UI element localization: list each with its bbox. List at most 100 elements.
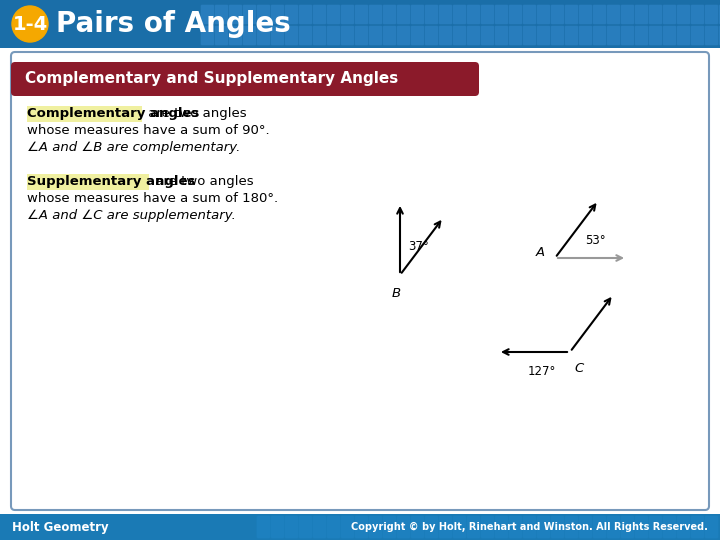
FancyBboxPatch shape (677, 516, 690, 538)
FancyBboxPatch shape (425, 516, 438, 538)
FancyBboxPatch shape (593, 516, 606, 538)
FancyBboxPatch shape (11, 52, 709, 510)
FancyBboxPatch shape (354, 25, 369, 45)
Bar (0, 0, 720, 48)
FancyBboxPatch shape (452, 25, 467, 45)
Text: Holt Geometry: Holt Geometry (12, 521, 109, 534)
FancyBboxPatch shape (523, 516, 536, 538)
FancyBboxPatch shape (480, 4, 495, 24)
FancyBboxPatch shape (326, 25, 341, 45)
FancyBboxPatch shape (662, 25, 677, 45)
FancyBboxPatch shape (369, 25, 382, 45)
FancyBboxPatch shape (271, 4, 284, 24)
FancyBboxPatch shape (228, 4, 243, 24)
FancyBboxPatch shape (284, 25, 299, 45)
Text: whose measures have a sum of 180°.: whose measures have a sum of 180°. (27, 192, 278, 206)
FancyBboxPatch shape (690, 25, 704, 45)
FancyBboxPatch shape (284, 4, 299, 24)
FancyBboxPatch shape (341, 25, 354, 45)
Text: Copyright © by Holt, Rinehart and Winston. All Rights Reserved.: Copyright © by Holt, Rinehart and Winsto… (351, 522, 708, 532)
FancyBboxPatch shape (243, 25, 256, 45)
FancyBboxPatch shape (495, 4, 508, 24)
Text: ∠A and ∠B are complementary.: ∠A and ∠B are complementary. (27, 141, 240, 154)
FancyBboxPatch shape (215, 4, 228, 24)
FancyBboxPatch shape (578, 516, 593, 538)
FancyBboxPatch shape (704, 4, 719, 24)
FancyBboxPatch shape (354, 516, 369, 538)
Text: Complementary and Supplementary Angles: Complementary and Supplementary Angles (25, 71, 398, 86)
FancyBboxPatch shape (467, 516, 480, 538)
Text: 1-4: 1-4 (12, 15, 48, 33)
FancyBboxPatch shape (551, 4, 564, 24)
FancyBboxPatch shape (495, 25, 508, 45)
FancyBboxPatch shape (606, 25, 621, 45)
FancyBboxPatch shape (284, 516, 299, 538)
FancyBboxPatch shape (200, 25, 215, 45)
FancyBboxPatch shape (606, 516, 621, 538)
FancyBboxPatch shape (677, 4, 690, 24)
Text: 127°: 127° (528, 365, 556, 378)
FancyBboxPatch shape (719, 4, 720, 24)
FancyBboxPatch shape (621, 25, 634, 45)
Text: 37°: 37° (408, 240, 428, 253)
FancyBboxPatch shape (256, 4, 271, 24)
FancyBboxPatch shape (299, 25, 312, 45)
FancyBboxPatch shape (397, 516, 410, 538)
Bar (0, 514, 720, 540)
FancyBboxPatch shape (256, 25, 271, 45)
FancyBboxPatch shape (495, 516, 508, 538)
FancyBboxPatch shape (397, 4, 410, 24)
FancyBboxPatch shape (369, 4, 382, 24)
Text: B: B (392, 287, 400, 300)
Circle shape (12, 6, 48, 42)
FancyBboxPatch shape (536, 516, 551, 538)
Bar (27, 174, 149, 190)
Text: are two angles: are two angles (151, 176, 253, 188)
FancyBboxPatch shape (564, 4, 578, 24)
FancyBboxPatch shape (508, 4, 523, 24)
FancyBboxPatch shape (467, 4, 480, 24)
FancyBboxPatch shape (271, 516, 284, 538)
FancyBboxPatch shape (341, 516, 354, 538)
FancyBboxPatch shape (382, 25, 397, 45)
FancyBboxPatch shape (312, 516, 326, 538)
FancyBboxPatch shape (621, 516, 634, 538)
FancyBboxPatch shape (467, 25, 480, 45)
FancyBboxPatch shape (438, 25, 452, 45)
FancyBboxPatch shape (536, 4, 551, 24)
FancyBboxPatch shape (438, 516, 452, 538)
Text: Complementary angles: Complementary angles (27, 107, 199, 120)
FancyBboxPatch shape (593, 25, 606, 45)
FancyBboxPatch shape (704, 25, 719, 45)
FancyBboxPatch shape (200, 4, 215, 24)
Text: A: A (536, 246, 545, 259)
FancyBboxPatch shape (551, 25, 564, 45)
FancyBboxPatch shape (299, 516, 312, 538)
FancyBboxPatch shape (480, 25, 495, 45)
Text: Pairs of Angles: Pairs of Angles (56, 10, 291, 38)
FancyBboxPatch shape (326, 516, 341, 538)
FancyBboxPatch shape (480, 516, 495, 538)
FancyBboxPatch shape (410, 516, 425, 538)
FancyBboxPatch shape (634, 4, 649, 24)
FancyBboxPatch shape (606, 4, 621, 24)
Text: Supplementary angles: Supplementary angles (27, 176, 195, 188)
FancyBboxPatch shape (312, 4, 326, 24)
FancyBboxPatch shape (662, 4, 677, 24)
FancyBboxPatch shape (662, 516, 677, 538)
FancyBboxPatch shape (215, 25, 228, 45)
FancyBboxPatch shape (578, 25, 593, 45)
FancyBboxPatch shape (397, 25, 410, 45)
FancyBboxPatch shape (452, 516, 467, 538)
FancyBboxPatch shape (508, 516, 523, 538)
FancyBboxPatch shape (578, 4, 593, 24)
FancyBboxPatch shape (228, 25, 243, 45)
Text: are two angles: are two angles (144, 107, 247, 120)
Text: C: C (574, 362, 583, 375)
FancyBboxPatch shape (341, 4, 354, 24)
Text: whose measures have a sum of 90°.: whose measures have a sum of 90°. (27, 125, 269, 138)
FancyBboxPatch shape (326, 4, 341, 24)
FancyBboxPatch shape (690, 4, 704, 24)
FancyBboxPatch shape (690, 516, 704, 538)
FancyBboxPatch shape (369, 516, 382, 538)
